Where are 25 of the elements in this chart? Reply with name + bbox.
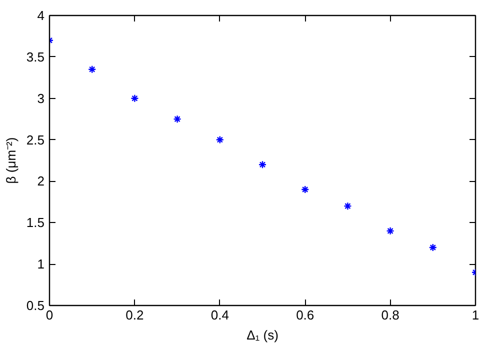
x-tick-label: 0.8: [381, 308, 400, 322]
y-tick-label: 4: [37, 8, 45, 23]
y-tick-label: 2: [37, 174, 45, 189]
y-tick-label: 3.5: [26, 49, 45, 64]
point: [301, 185, 310, 194]
y-tick-label: 3: [37, 90, 45, 106]
x-tick-label: 0.6: [296, 308, 314, 322]
point: [428, 243, 437, 252]
point: [173, 114, 182, 124]
y-tick-label: 1.5: [26, 215, 45, 230]
y-tick-label: 0.5: [26, 298, 45, 313]
y-tick-label: 2.5: [26, 132, 45, 148]
point: [258, 160, 267, 169]
point: [88, 65, 96, 74]
point: [130, 94, 139, 102]
point: [216, 136, 224, 144]
x-tick-label: 0: [46, 308, 54, 322]
point: [344, 202, 352, 210]
y-axis-title: β (μm⁻²): [3, 137, 18, 184]
x-tick-label: 0.4: [210, 308, 229, 322]
point: [386, 226, 394, 236]
x-tick-label: 0.2: [126, 308, 144, 322]
x-tick-label: 1: [472, 308, 480, 322]
x-axis-title: Δ₁ (s): [246, 328, 278, 342]
y-tick-label: 1: [37, 256, 45, 272]
